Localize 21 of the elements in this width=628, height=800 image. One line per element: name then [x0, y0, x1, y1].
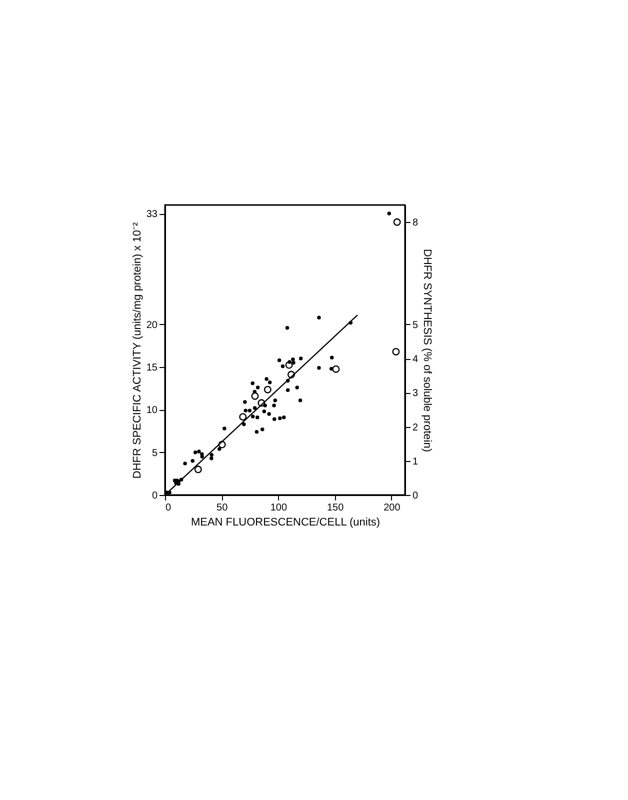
x-axis-title: MEAN FLUORESCENCE/CELL (units) [190, 516, 380, 528]
y-tick-label: 15 [146, 362, 158, 374]
y-tick-label: 10 [146, 405, 158, 416]
x-tick-label: 100 [270, 502, 288, 514]
y2-tick-label: 0 [412, 490, 418, 502]
x-tick-label: 0 [166, 502, 172, 514]
x-tick-label: 200 [384, 502, 401, 514]
y-tick-label: 33 [146, 209, 158, 220]
y2-tick-label: 3 [412, 388, 418, 400]
y2-tick-label: 4 [412, 354, 418, 366]
y2-tick-label: 8 [412, 218, 418, 229]
y-tick-label: 0 [152, 490, 158, 502]
y2-axis-title: DHFR SYNTHESIS (% of soluble protein) [421, 249, 434, 452]
y-tick-label: 5 [152, 448, 158, 459]
y2-tick-label: 1 [412, 456, 418, 468]
x-tick-label: 150 [326, 502, 344, 514]
y2-tick-label: 2 [412, 422, 418, 434]
y2-tick-label: 5 [412, 320, 418, 331]
y-axis-title: DHFR SPECIFIC ACTIVITY (units/mg protein) x 10⁻² [131, 222, 144, 479]
y-tick-label: 20 [146, 320, 158, 331]
x-tick-label: 50 [216, 502, 228, 514]
